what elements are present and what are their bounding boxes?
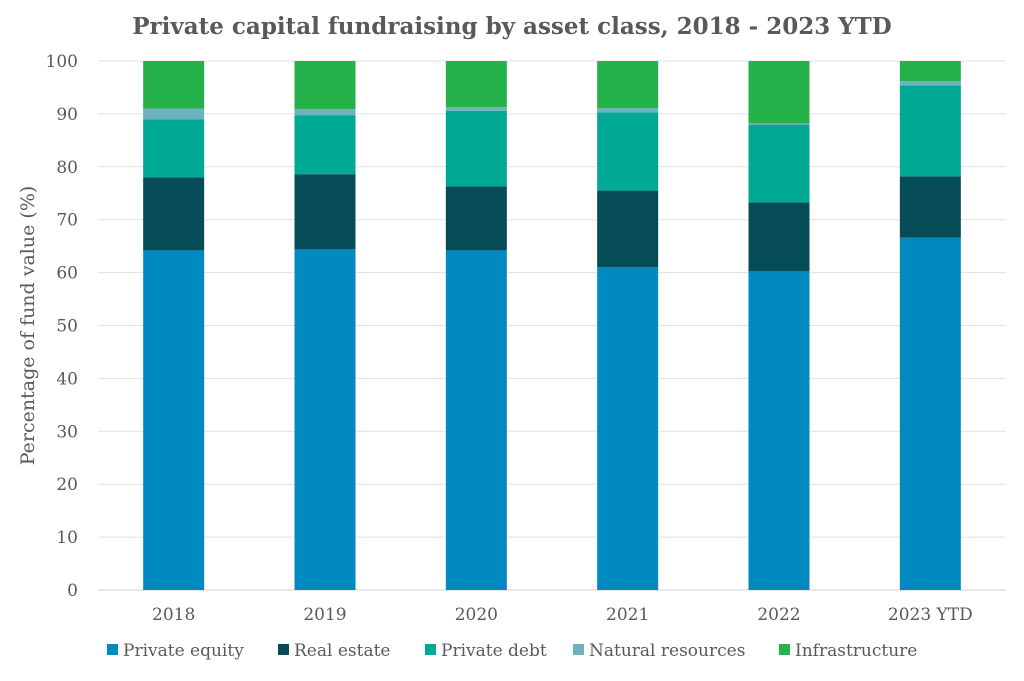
bar-stack-2020 [445,61,507,590]
legend-item-infrastructure: Infrastructure [779,641,917,661]
y-tick-label: 90 [56,105,78,125]
bar-segment-real-estate [294,174,356,250]
y-axis-ticks: 0 10 20 30 40 50 60 70 80 90 100 [46,52,78,601]
x-tick-label: 2019 [303,605,346,625]
bar-segment-private-debt [899,85,961,177]
legend-item-private-equity: Private equity [107,641,244,661]
bar-segment-natural-resources [748,123,810,126]
y-tick-label: 20 [56,475,78,495]
legend-label: Real estate [294,641,390,661]
legend: Private equity Real estate Private debt Nat… [107,641,917,661]
legend-swatch [278,644,289,655]
y-tick-label: 0 [67,581,78,601]
bar-segment-real-estate [143,177,205,251]
y-tick-label: 70 [56,211,78,231]
bars [143,61,961,590]
x-tick-label: 2021 [606,605,649,625]
x-tick-label: 2023 YTD [888,605,973,625]
bar-segment-natural-resources [899,81,961,86]
legend-swatch [107,644,118,655]
x-tick-label: 2022 [757,605,800,625]
y-tick-label: 80 [56,158,78,178]
legend-item-private-debt: Private debt [425,641,547,661]
bar-segment-private-equity [597,267,659,590]
legend-swatch [779,644,790,655]
y-tick-label: 100 [46,52,78,72]
y-tick-label: 40 [56,369,78,389]
bar-segment-infrastructure [294,61,356,110]
legend-label: Infrastructure [795,641,917,661]
legend-item-real-estate: Real estate [278,641,390,661]
bar-segment-infrastructure [748,61,810,124]
y-tick-label: 10 [56,528,78,548]
bar-segment-natural-resources [445,107,507,111]
bar-segment-private-debt [597,112,659,191]
bar-segment-private-equity [899,237,961,590]
bar-segment-natural-resources [597,108,659,113]
x-tick-label: 2018 [152,605,195,625]
bar-segment-infrastructure [597,61,659,109]
bar-stack-2019 [294,61,356,590]
bar-stack-2022 [748,61,810,590]
chart-title: Private capital fundraising by asset cla… [132,13,892,40]
legend-item-natural-resources: Natural resources [573,641,745,661]
bar-segment-private-equity [143,250,205,590]
legend-swatch [573,644,584,655]
bar-stack-2023-ytd [899,61,961,590]
bar-segment-private-debt [143,119,205,178]
bar-segment-natural-resources [143,108,205,120]
bar-segment-real-estate [748,202,810,272]
bar-stack-2021 [597,61,659,590]
y-tick-label: 60 [56,264,78,284]
bar-segment-real-estate [445,186,507,251]
y-tick-label: 30 [56,422,78,442]
bar-segment-private-equity [294,249,356,590]
gridlines [98,60,1006,591]
y-axis-label: Percentage of fund value (%) [17,186,39,466]
legend-label: Private equity [123,641,244,661]
bar-segment-infrastructure [445,61,507,108]
y-tick-label: 50 [56,317,78,337]
bar-segment-infrastructure [143,61,205,109]
bar-stack-2018 [143,61,205,590]
bar-segment-private-debt [294,115,356,175]
bar-segment-real-estate [597,190,659,268]
x-axis-ticks: 2018 2019 2020 2021 2022 2023 YTD [152,605,973,625]
bar-segment-natural-resources [294,109,356,116]
bar-segment-infrastructure [899,61,961,82]
bar-segment-real-estate [899,176,961,238]
bar-segment-private-equity [445,250,507,590]
bar-segment-private-equity [748,271,810,590]
legend-label: Private debt [441,641,547,661]
legend-swatch [425,644,436,655]
bar-segment-private-debt [748,125,810,203]
legend-label: Natural resources [589,641,745,661]
bar-segment-private-debt [445,110,507,187]
x-tick-label: 2020 [455,605,498,625]
